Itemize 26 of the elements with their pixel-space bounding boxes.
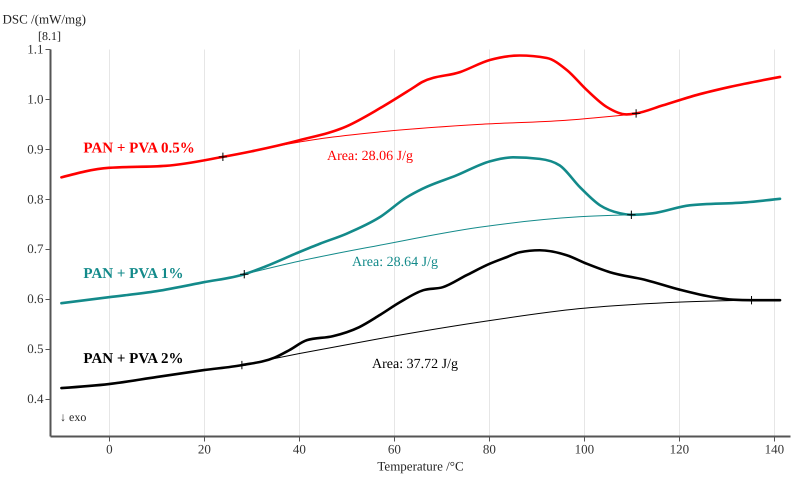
annotation: Area: 28.06 J/g: [327, 149, 413, 164]
y-tick-label: 0.7: [27, 241, 44, 256]
x-tick-label: 100: [574, 442, 594, 456]
y-tick-label: 0.6: [27, 291, 44, 306]
y-tick-label: 1.1: [27, 42, 44, 56]
x-axis-title: Temperature /°C: [377, 458, 464, 474]
x-tick-label: 0: [106, 442, 113, 456]
y-axis-title: DSC /(mW/mg): [2, 12, 86, 26]
series-label: PAN + PVA 0.5%: [83, 140, 195, 156]
x-tick-label: 60: [388, 442, 401, 456]
annotation: Area: 28.64 J/g: [352, 255, 438, 270]
text: [8.1]: [38, 29, 61, 43]
x-tick-label: 140: [764, 442, 784, 456]
annotation: Area: 37.72 J/g: [372, 357, 458, 372]
x-tick-label: 80: [482, 442, 496, 456]
x-tick-label: 40: [292, 442, 306, 456]
y-tick-label: 0.5: [27, 341, 44, 356]
x-tick-label: 120: [670, 442, 690, 456]
x-tick-label: 20: [198, 442, 211, 456]
series-label: PAN + PVA 2%: [83, 351, 184, 368]
y-tick-label: 1.0: [27, 91, 44, 106]
y-tick-label: 0.8: [27, 191, 44, 206]
series-label: PAN + PVA 1%: [83, 266, 184, 282]
y-tick-label: 0.4: [27, 391, 44, 406]
y-tick-label: 0.9: [27, 141, 44, 156]
annotation: ↓ exo: [60, 410, 86, 424]
